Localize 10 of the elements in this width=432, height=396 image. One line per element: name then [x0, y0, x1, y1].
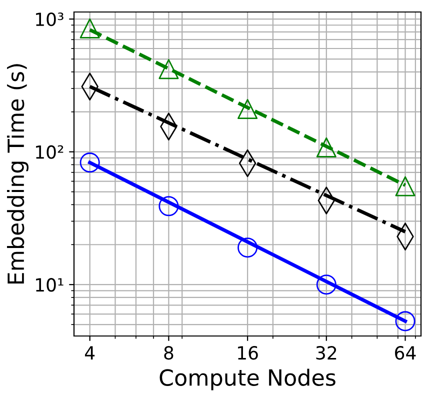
- x-axis-title: Compute Nodes: [160, 368, 336, 390]
- x-tick-label: 4: [84, 346, 95, 360]
- y-tick-label: 10¹: [36, 278, 64, 292]
- x-tick-label: 16: [238, 346, 258, 360]
- x-tick-label: 32: [316, 346, 336, 360]
- y-tick-label: 10²: [36, 145, 64, 159]
- y-axis-title: Embedding Time (s): [7, 64, 29, 284]
- y-tick-label: 10³: [36, 12, 64, 26]
- x-tick-label: 8: [164, 346, 174, 360]
- x-tick-label: 64: [395, 346, 416, 360]
